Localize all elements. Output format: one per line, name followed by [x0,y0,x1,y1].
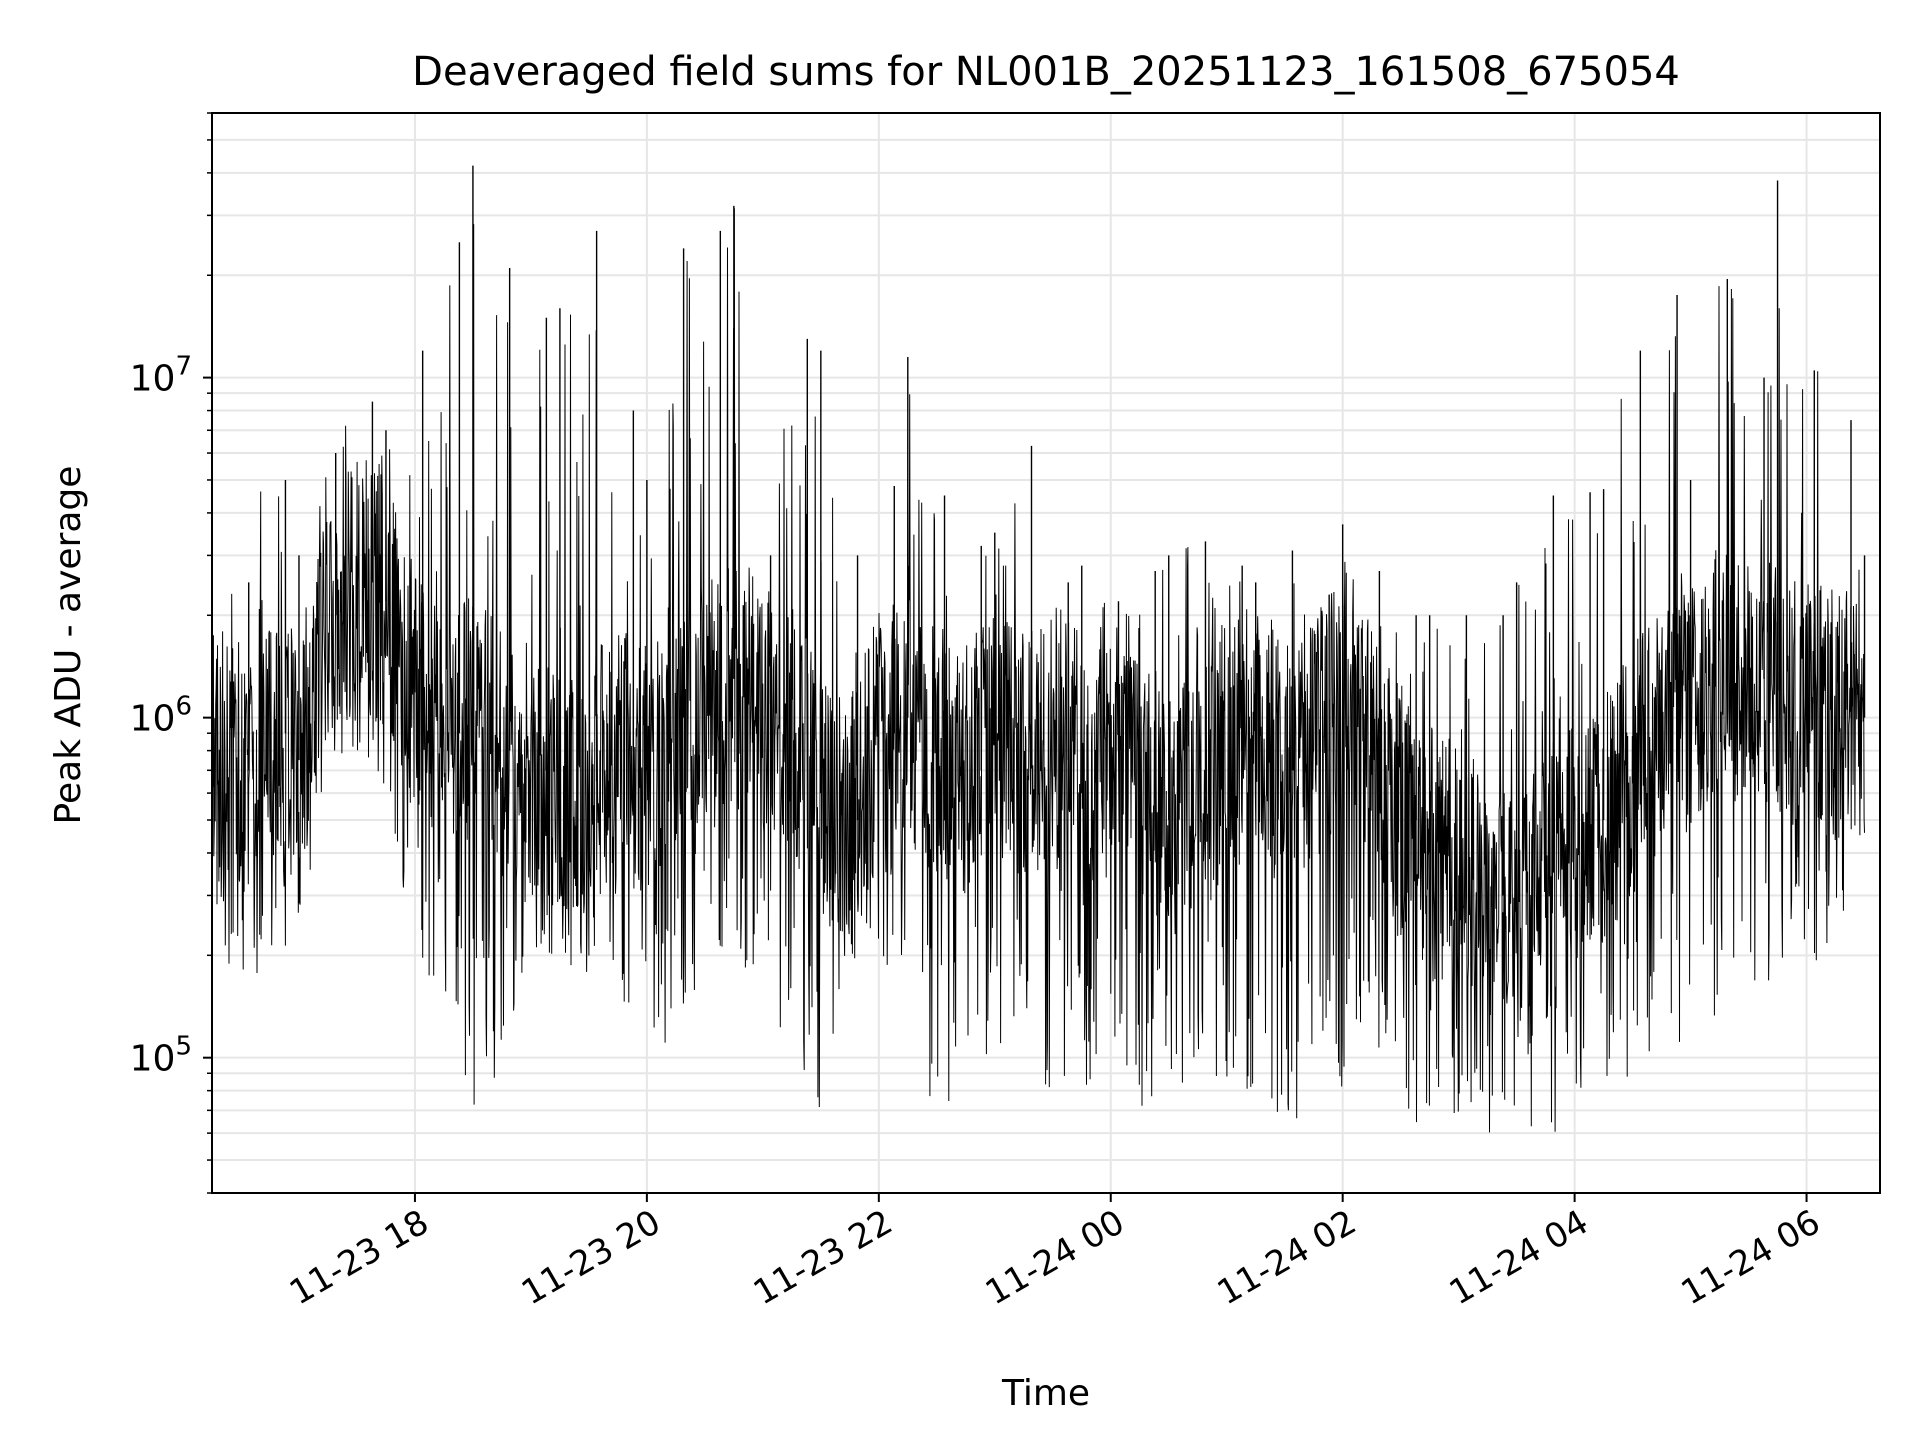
chart-title: Deaveraged field sums for NL001B_2025112… [412,49,1680,95]
plot-frame [211,112,1881,1194]
y-axis-label: Peak ADU - average [48,466,89,825]
x-axis-label: Time [1001,1373,1090,1414]
y-axis: 105 106 107 [130,112,212,1194]
plot-area [211,112,1881,1194]
y-tick-label: 106 [130,692,192,740]
series-layer [211,165,1866,1133]
y-tick-label: 107 [130,352,192,400]
y-tick-label: 105 [130,1032,192,1080]
series-line [211,208,1865,1133]
